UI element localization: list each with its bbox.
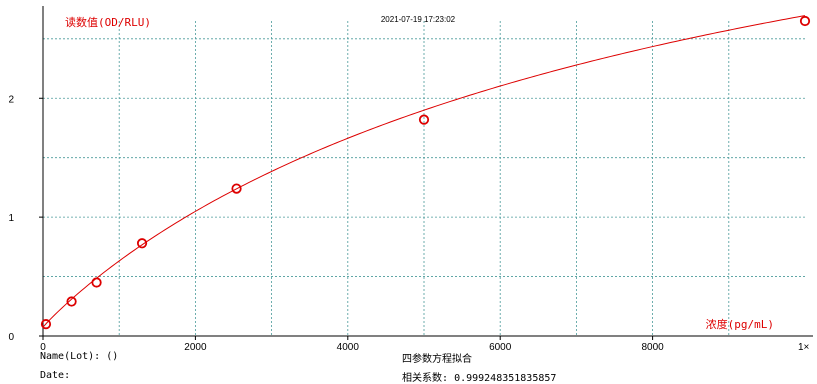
ticks: 0 2000 4000 6000 8000 1× 0 1 2 — [8, 94, 809, 353]
y-tick-label: 2 — [8, 94, 14, 105]
axes — [42, 6, 813, 337]
data-point — [91, 277, 102, 288]
data-point — [799, 15, 811, 27]
data-point — [231, 183, 242, 194]
fit-curve-layer — [42, 15, 806, 328]
data-points — [40, 15, 811, 330]
x-tick-label: 2000 — [184, 342, 207, 353]
correlation-label: 相关系数: — [402, 373, 449, 384]
timestamp: 2021-07-19 17:23:02 — [381, 15, 456, 24]
grid — [43, 21, 805, 336]
correlation-value: 0.999248351835857 — [454, 373, 557, 384]
x-axis-label: 浓度(pg/mL) — [706, 317, 774, 331]
x-tick-label: 6000 — [489, 342, 512, 353]
x-tick-label: 0 — [40, 342, 46, 353]
x-tick-label: 4000 — [337, 342, 360, 353]
x-tick-label: 1× — [798, 342, 810, 353]
data-point — [66, 296, 77, 307]
name-lot-value: () — [106, 351, 119, 362]
fit-curve — [42, 15, 806, 328]
date-row: Date: — [40, 370, 70, 381]
date-label: Date: — [40, 370, 71, 381]
name-lot-row: Name(Lot): () — [40, 351, 118, 362]
correlation-row: 相关系数: 0.999248351835857 — [402, 369, 556, 384]
name-lot-label: Name(Lot): — [40, 351, 101, 362]
y-tick-label: 1 — [8, 213, 14, 224]
x-tick-label: 8000 — [641, 342, 664, 353]
fit-method-title: 四参数方程拟合 — [402, 354, 472, 365]
y-tick-label: 0 — [8, 332, 14, 343]
data-point — [136, 238, 148, 249]
data-point — [40, 319, 52, 330]
y-axis-label: 读数值(OD/RLU) — [65, 15, 151, 29]
data-point — [418, 114, 430, 125]
